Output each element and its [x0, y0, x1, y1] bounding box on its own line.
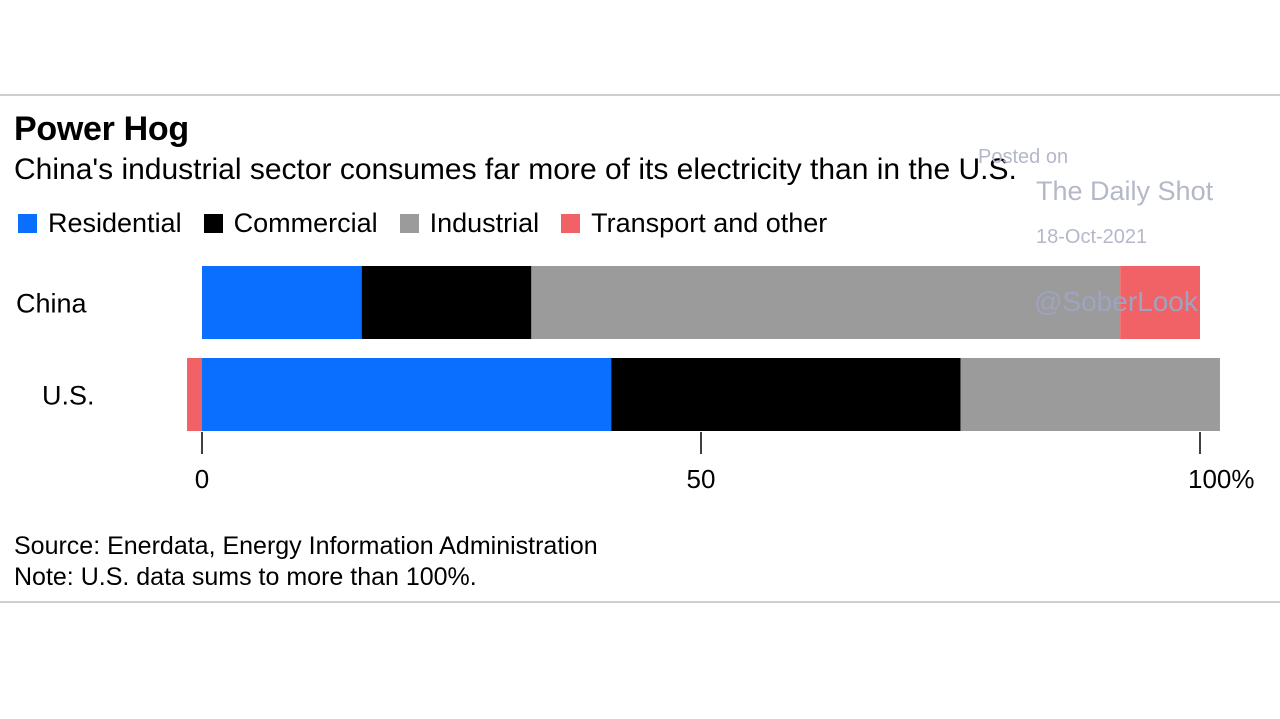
legend-item-transport: Transport and other	[561, 208, 827, 239]
x-tick-label: 100%	[1188, 464, 1255, 494]
bar-segment-industrial	[960, 358, 1220, 431]
chart-footer: Source: Enerdata, Energy Information Adm…	[14, 531, 598, 593]
stacked-bar-chart: China U.S. 0 50 100%	[16, 266, 1255, 494]
watermark-handle: @SoberLook	[1034, 286, 1198, 317]
bar-segment-transport-and-other	[187, 358, 202, 431]
legend-swatch-residential	[18, 214, 37, 233]
watermark-posted: Posted on	[978, 146, 1069, 168]
bar-segment-commercial	[361, 266, 532, 339]
legend-swatch-transport	[561, 214, 581, 233]
bar-segment-transport-and-other	[1120, 266, 1200, 339]
legend-item-industrial: Industrial	[399, 208, 540, 239]
bar-segment-commercial	[611, 358, 961, 431]
bar-segment-residential	[202, 358, 612, 431]
legend-swatch-industrial	[399, 214, 419, 233]
x-tick-label: 50	[687, 464, 716, 494]
legend-item-commercial: Commercial	[203, 208, 378, 239]
watermark-date: 18-Oct-2021	[1036, 226, 1148, 248]
legend-label-transport: Transport and other	[591, 208, 828, 238]
x-tick-label: 0	[195, 464, 209, 494]
top-divider	[0, 94, 1280, 96]
chart-legend: Residential Commercial Industrial Transp…	[18, 208, 849, 239]
chart-subtitle: China's industrial sector consumes far m…	[14, 153, 1017, 186]
bar-segment-industrial	[531, 266, 1121, 339]
category-label: U.S.	[42, 381, 95, 411]
legend-swatch-commercial	[203, 214, 223, 233]
note-text: Note: U.S. data sums to more than 100%.	[14, 563, 477, 591]
source-text: Source: Enerdata, Energy Information Adm…	[14, 532, 598, 560]
bar-segment-residential	[202, 266, 362, 339]
chart-title: Power Hog	[14, 110, 189, 148]
legend-label-industrial: Industrial	[429, 208, 540, 238]
watermark-site: The Daily Shot	[1036, 176, 1214, 206]
bottom-divider	[0, 601, 1280, 603]
category-label: China	[16, 289, 88, 319]
legend-label-commercial: Commercial	[233, 208, 378, 238]
legend-label-residential: Residential	[48, 208, 182, 238]
legend-item-residential: Residential	[18, 208, 182, 239]
